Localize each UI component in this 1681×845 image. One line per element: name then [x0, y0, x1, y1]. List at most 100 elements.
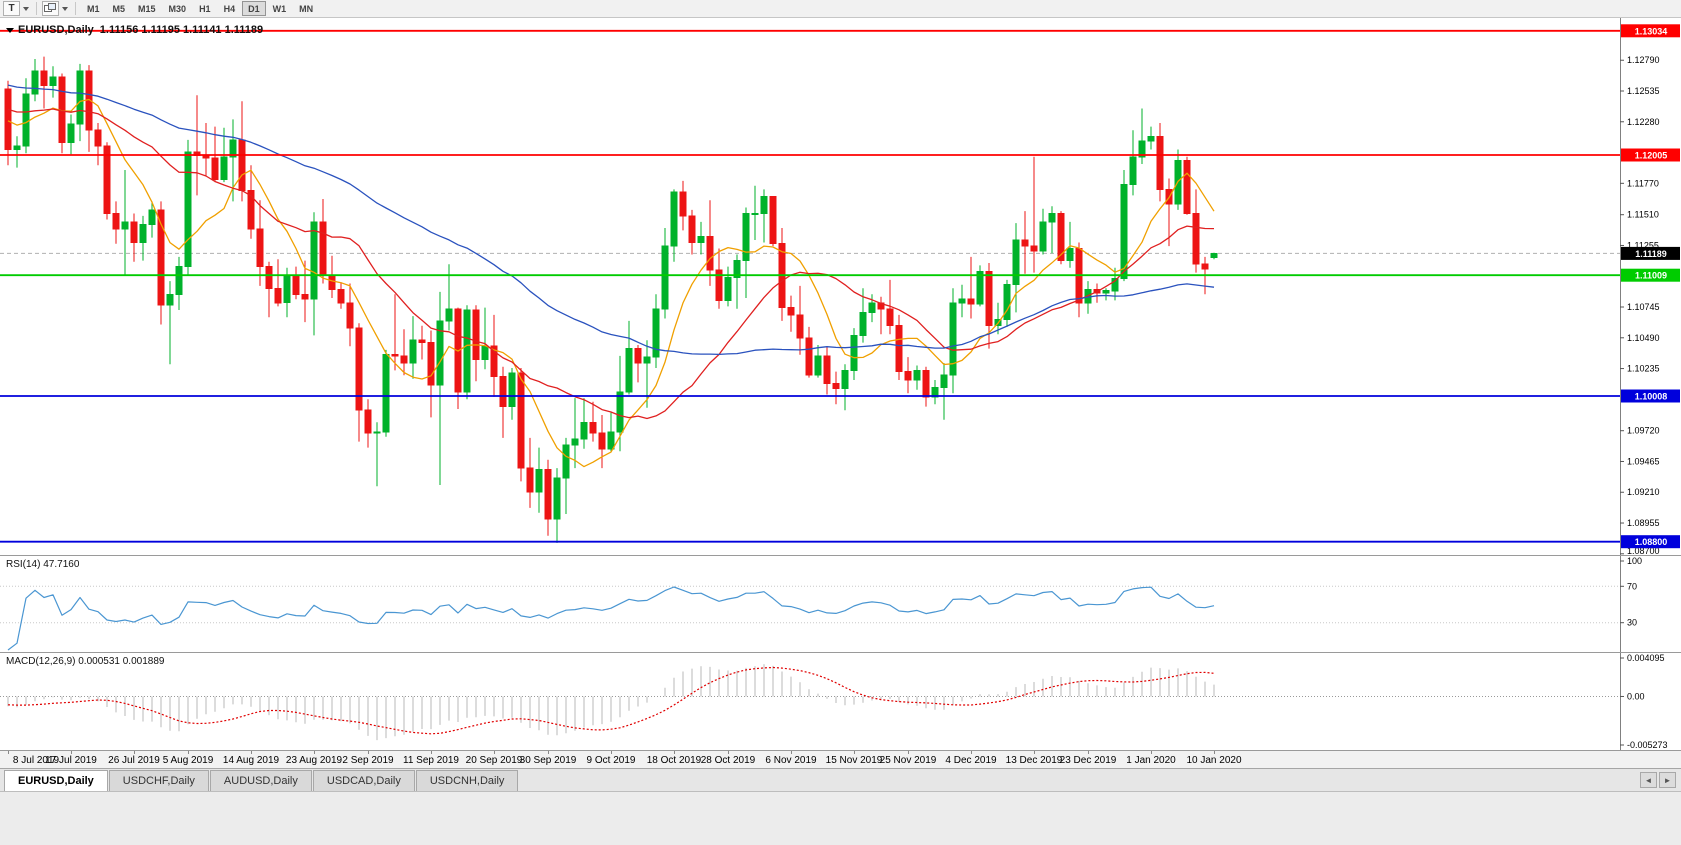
time-axis-tick [494, 751, 495, 754]
time-axis-tick [188, 751, 189, 754]
chart-tab-usdcad[interactable]: USDCAD,Daily [312, 770, 415, 791]
time-axis-label: 1 Jan 2020 [1126, 755, 1176, 766]
time-axis-label: 10 Jan 2020 [1186, 755, 1242, 766]
svg-text:1.11510: 1.11510 [1627, 210, 1659, 220]
svg-text:1.13034: 1.13034 [1635, 26, 1668, 36]
timeframe-button-m15[interactable]: M15 [138, 3, 156, 14]
svg-text:1.08800: 1.08800 [1635, 537, 1668, 547]
rsi-panel[interactable]: 100 70 30 RSI(14) 47.7160 [0, 555, 1681, 653]
svg-text:1.10008: 1.10008 [1635, 391, 1668, 401]
chart-layers-button[interactable] [42, 1, 59, 16]
toolbar-separator [36, 2, 37, 15]
timeframe-button-w1[interactable]: W1 [272, 3, 287, 14]
ohlc-values: 1.11156 1.11195 1.11141 1.11189 [99, 24, 264, 36]
time-axis-label: 2 Sep 2019 [342, 755, 394, 766]
time-axis-tick [314, 751, 315, 754]
svg-text:30: 30 [1627, 618, 1637, 628]
svg-text:1.10490: 1.10490 [1627, 333, 1660, 343]
candlestick-chart[interactable]: 1.12790 1.12535 1.12280 1.11770 1.11510 1.112… [0, 18, 1681, 555]
symbol-title: EURUSD,Daily [18, 24, 94, 36]
svg-text:1.09210: 1.09210 [1627, 487, 1660, 497]
time-axis-label: 28 Oct 2019 [700, 755, 756, 766]
timeframe-button-h1[interactable]: H1 [199, 3, 211, 14]
price-chart-panel[interactable]: 1.12790 1.12535 1.12280 1.11770 1.11510 1.112… [0, 18, 1681, 555]
text-tool-dropdown-icon[interactable] [21, 1, 31, 16]
time-axis-tick [1034, 751, 1035, 754]
chart-tab-usdcnh[interactable]: USDCNH,Daily [415, 770, 519, 791]
toolbar: T M1 M5 M15 M30 H1 H4 D1 W1 MN [0, 0, 1681, 18]
time-axis-label: 14 Aug 2019 [222, 755, 280, 766]
time-axis-tick [971, 751, 972, 754]
time-axis-tick [611, 751, 612, 754]
svg-text:1.11009: 1.11009 [1635, 271, 1667, 281]
time-axis-label: 5 Aug 2019 [162, 755, 214, 766]
time-axis-label: 25 Nov 2019 [879, 755, 937, 766]
timeframe-button-mn[interactable]: MN [299, 3, 314, 14]
time-axis-tick [1088, 751, 1089, 754]
chart-tabs: EURUSD,Daily USDCHF,Daily AUDUSD,Daily USDC… [4, 770, 519, 791]
timeframe-buttons: M1 M5 M15 M30 H1 H4 D1 W1 MN [81, 1, 319, 16]
toolbar-separator [75, 2, 76, 15]
timeframe-button-m1[interactable]: M1 [87, 3, 100, 14]
timeframe-button-h4[interactable]: H4 [223, 3, 236, 14]
svg-text:1.09720: 1.09720 [1627, 426, 1660, 436]
tab-scroll-right-icon[interactable]: ► [1659, 772, 1676, 788]
macd-panel[interactable]: 0.004095 0.00 -0.005273 MACD(12,26,9) 0.00… [0, 652, 1681, 751]
time-axis-tick [1214, 751, 1215, 754]
time-axis-tick [728, 751, 729, 754]
time-axis-label: 4 Dec 2019 [945, 755, 997, 766]
timeframe-button-d1[interactable]: D1 [242, 1, 266, 16]
svg-text:1.12790: 1.12790 [1627, 55, 1660, 65]
svg-text:1.12280: 1.12280 [1627, 117, 1660, 127]
svg-text:-0.005273: -0.005273 [1627, 740, 1668, 750]
svg-text:1.12535: 1.12535 [1627, 86, 1660, 96]
chart-tab-usdchf[interactable]: USDCHF,Daily [108, 770, 209, 791]
svg-text:1.08700: 1.08700 [1627, 546, 1660, 555]
time-axis-tick [908, 751, 909, 754]
chart-layers-icon [44, 3, 57, 14]
svg-text:1.10235: 1.10235 [1627, 364, 1660, 374]
time-axis-label: 8 Jul 2019 [12, 755, 60, 766]
time-axis-label: 17 Jul 2019 [45, 755, 97, 766]
svg-text:1.09465: 1.09465 [1627, 456, 1660, 466]
one-click-trading-triangle-icon[interactable] [6, 27, 14, 33]
status-bar [0, 791, 1681, 845]
chart-layers-dropdown-icon[interactable] [60, 1, 70, 16]
svg-text:100: 100 [1627, 556, 1642, 566]
chart-tab-audusd[interactable]: AUDUSD,Daily [209, 770, 312, 791]
time-axis-tick [854, 751, 855, 754]
time-axis-tick [251, 751, 252, 754]
macd-chart[interactable]: 0.004095 0.00 -0.005273 [0, 653, 1681, 751]
svg-text:0.004095: 0.004095 [1627, 653, 1665, 663]
time-axis-label: 18 Oct 2019 [646, 755, 702, 766]
rsi-label: RSI(14) 47.7160 [6, 559, 80, 570]
time-axis-label: 13 Dec 2019 [1005, 755, 1063, 766]
time-axis-tick [791, 751, 792, 754]
svg-text:70: 70 [1627, 581, 1637, 591]
svg-text:1.11255: 1.11255 [1627, 240, 1659, 250]
time-axis-label: 20 Sep 2019 [465, 755, 523, 766]
rsi-chart[interactable]: 100 70 30 [0, 556, 1681, 653]
svg-text:1.11189: 1.11189 [1635, 249, 1667, 259]
chart-title: EURUSD,Daily 1.11156 1.11195 1.11141 1.1… [6, 24, 263, 36]
svg-text:0.00: 0.00 [1627, 691, 1645, 701]
timeframe-button-m30[interactable]: M30 [168, 3, 187, 14]
time-axis-tick [71, 751, 72, 754]
svg-text:1.08955: 1.08955 [1627, 518, 1660, 528]
macd-label: MACD(12,26,9) 0.000531 0.001889 [6, 656, 165, 667]
svg-text:1.12005: 1.12005 [1635, 150, 1668, 160]
chart-tabs-bar: EURUSD,Daily USDCHF,Daily AUDUSD,Daily USDC… [0, 768, 1681, 791]
time-axis-tick [674, 751, 675, 754]
chart-tab-eurusd[interactable]: EURUSD,Daily [4, 770, 108, 791]
time-axis-tick [368, 751, 369, 754]
tab-scroll-arrows: ◄ ► [1640, 772, 1676, 788]
time-axis-tick [548, 751, 549, 754]
time-axis-label: 11 Sep 2019 [403, 755, 459, 766]
tab-scroll-left-icon[interactable]: ◄ [1640, 772, 1657, 788]
text-tool-button[interactable]: T [3, 1, 20, 16]
time-axis[interactable]: 8 Jul 2019 17 Jul 2019 26 Jul 2019 5 Aug 20… [0, 750, 1681, 768]
time-axis-label: 6 Nov 2019 [765, 755, 817, 766]
timeframe-button-m5[interactable]: M5 [112, 3, 126, 14]
time-axis-tick [134, 751, 135, 754]
